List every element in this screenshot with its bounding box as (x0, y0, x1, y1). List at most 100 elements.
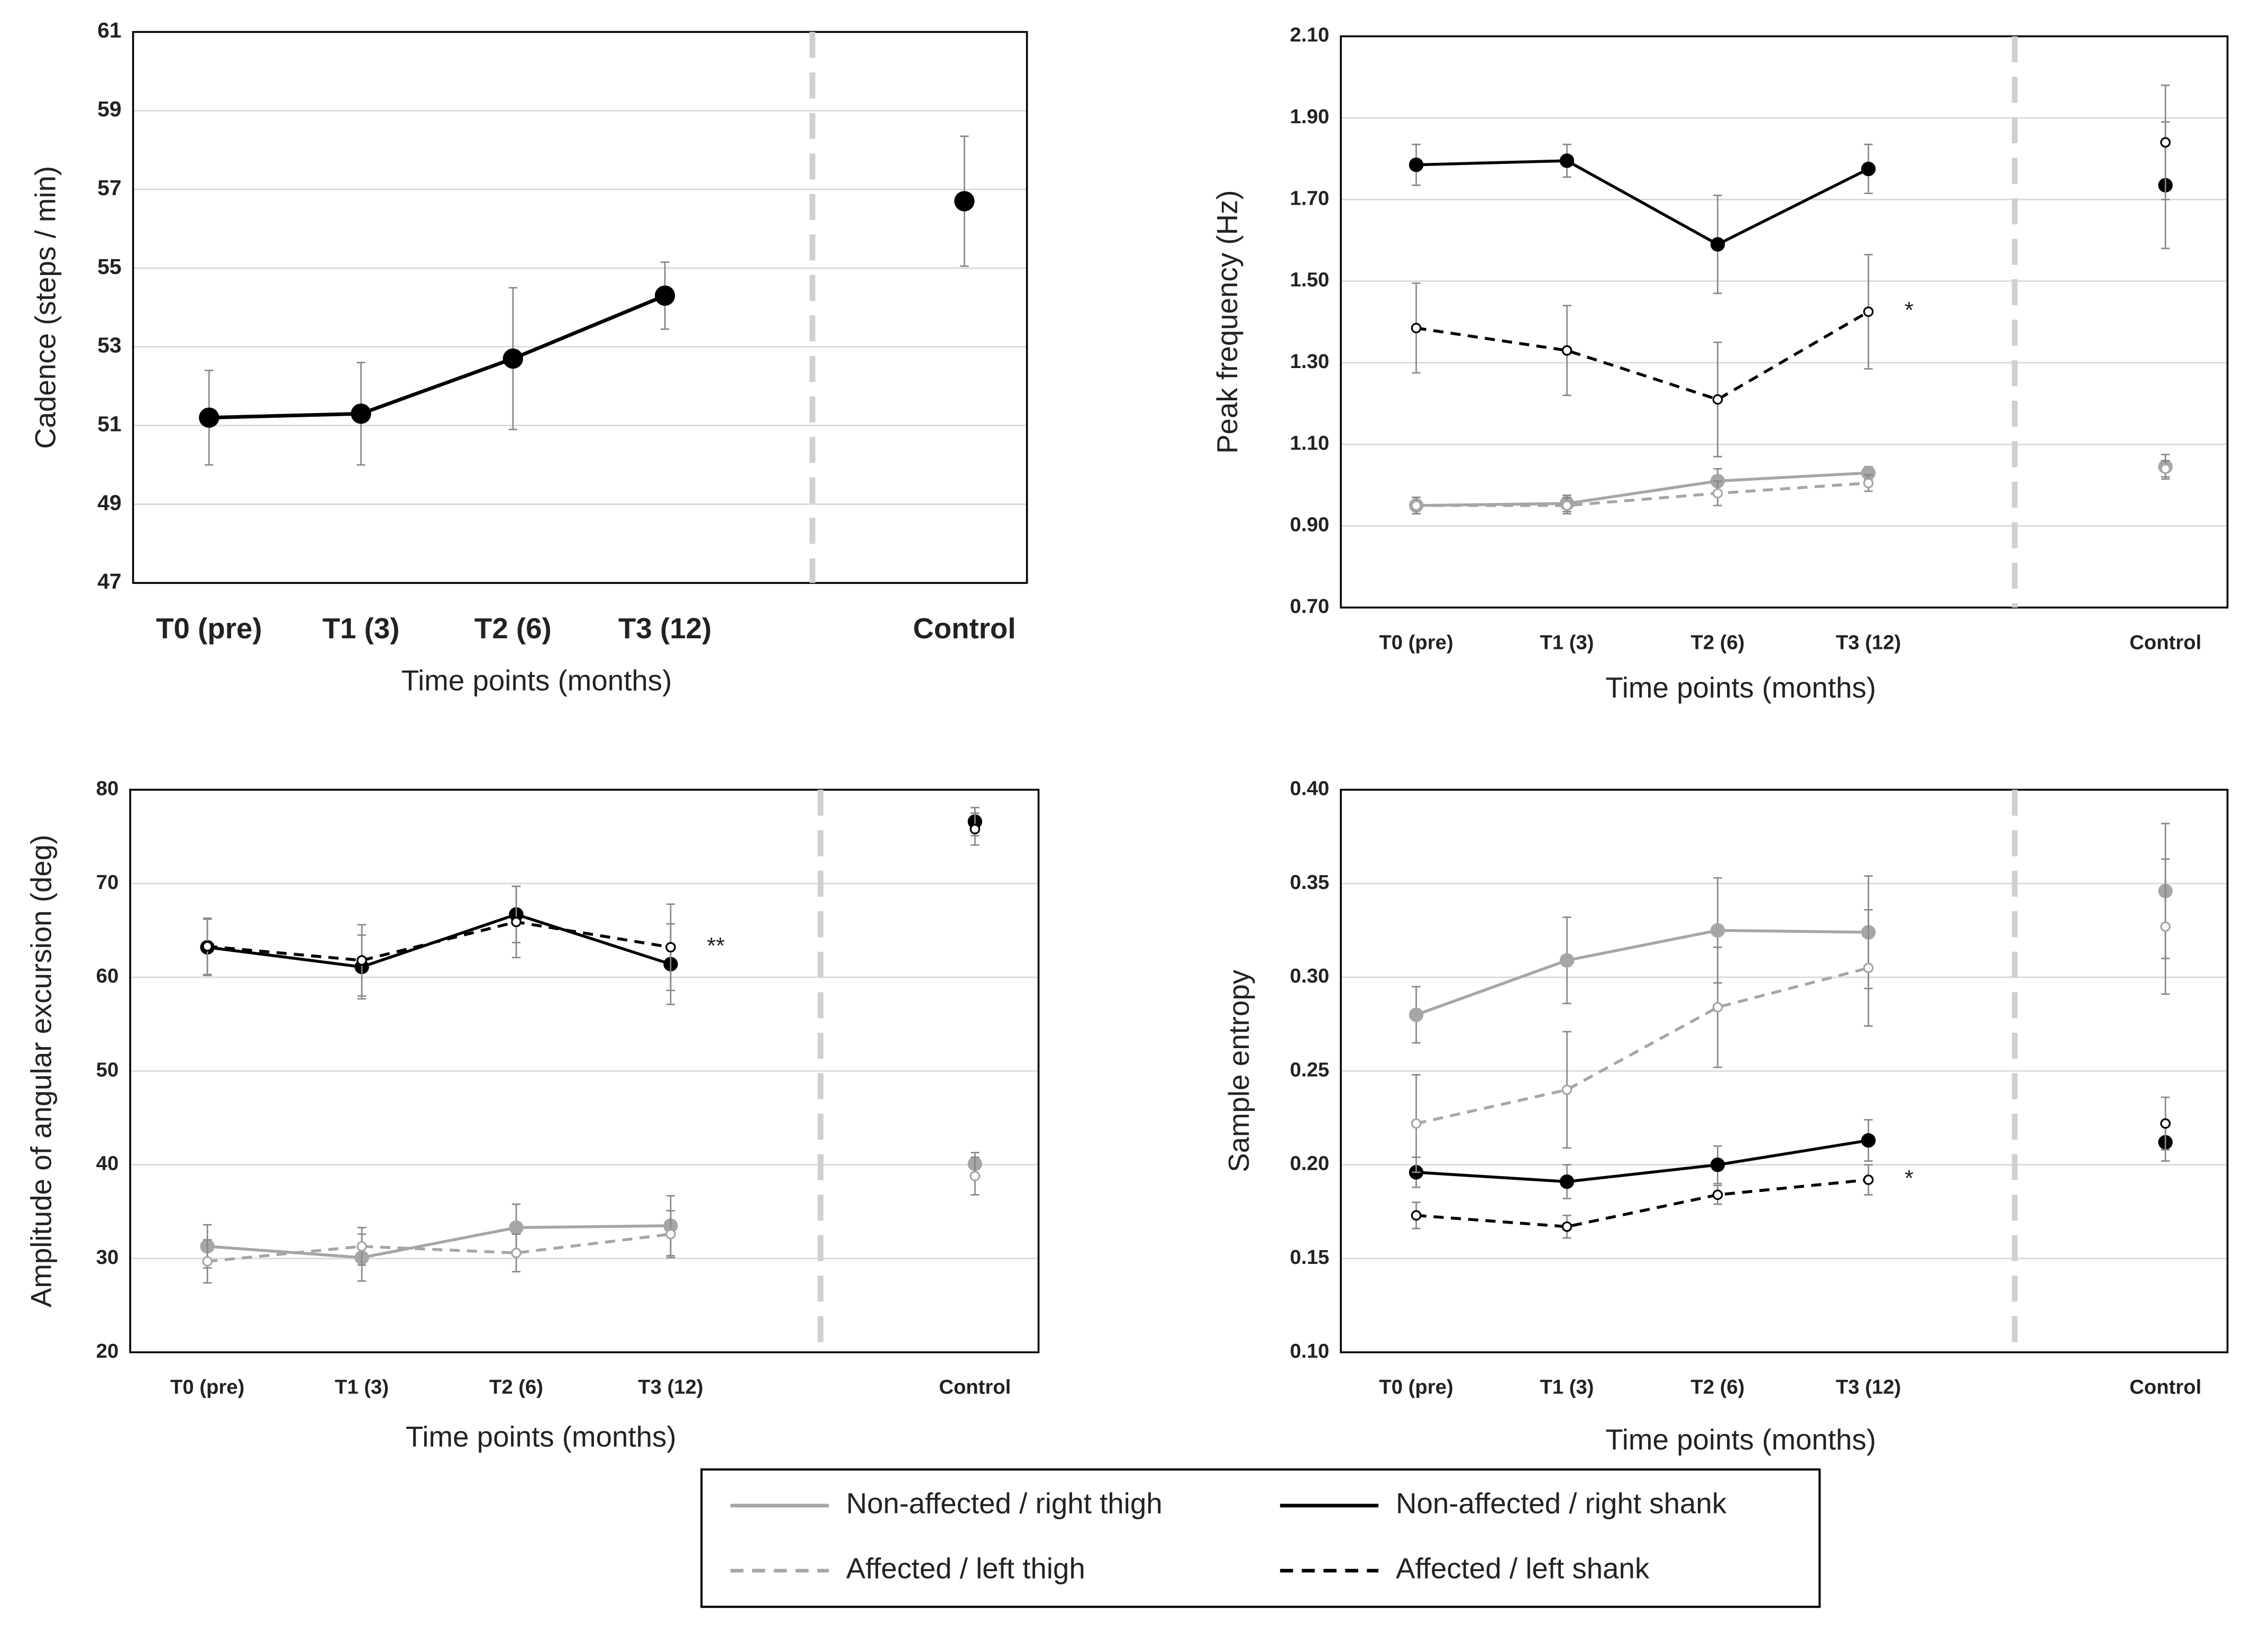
data-point (199, 407, 220, 428)
y-tick-label: 51 (97, 411, 122, 436)
x-axis-title: Time points (months) (401, 664, 672, 696)
y-tick-label: 55 (97, 254, 122, 279)
data-point (1863, 962, 1874, 974)
y-tick-label: 1.30 (1290, 350, 1329, 373)
y-tick-label: 40 (96, 1152, 119, 1175)
y-axis-title: Amplitude of angular excursion (deg) (24, 834, 57, 1307)
y-tick-label: 80 (96, 777, 119, 800)
x-tick-label: T1 (3) (335, 1376, 389, 1399)
plot-frame (1340, 788, 2229, 1353)
chart-panel: 20 30 40 50 60 70 80 T0 (pre) T1 (3) T2 (6) T3 (12… (24, 777, 1040, 1453)
data-point (356, 1241, 367, 1252)
x-tick-label: T2 (6) (1690, 631, 1744, 654)
data-point (655, 285, 675, 306)
data-point (1712, 1002, 1723, 1013)
y-tick-label: 57 (97, 176, 122, 200)
significance-annotation: * (1905, 297, 1914, 323)
y-tick-label: 53 (97, 333, 122, 357)
x-tick-label: T2 (6) (489, 1376, 543, 1399)
x-tick-label: T0 (pre) (170, 1376, 244, 1399)
y-tick-label: 0.15 (1290, 1246, 1329, 1269)
data-point (2160, 463, 2171, 474)
plot-frame (1340, 35, 2229, 609)
significance-annotation: ** (707, 933, 725, 959)
y-tick-label: 0.10 (1290, 1340, 1329, 1362)
data-point (1561, 1221, 1572, 1232)
x-tick-label: Control (913, 612, 1016, 645)
data-point (1561, 345, 1572, 356)
series-line (207, 1224, 671, 1259)
y-tick-label: 61 (97, 18, 122, 42)
data-point (1561, 1084, 1572, 1095)
data-point (1409, 1007, 1424, 1022)
x-tick-label: T2 (6) (474, 612, 552, 645)
x-tick-label: T0 (pre) (1379, 1376, 1453, 1399)
x-tick-label: T3 (12) (618, 612, 711, 645)
plot-frame (129, 788, 1040, 1353)
legend-label: Affected / left shank (1396, 1552, 1650, 1585)
data-point (2160, 137, 2171, 148)
series-line (1416, 1139, 1869, 1184)
y-tick-label: 1.10 (1290, 432, 1329, 454)
data-point (1712, 1189, 1723, 1200)
data-point (970, 824, 981, 834)
data-point (1712, 488, 1723, 499)
y-tick-label: 30 (96, 1246, 119, 1269)
x-tick-label: Control (2129, 1376, 2201, 1399)
y-tick-label: 0.70 (1290, 595, 1329, 618)
legend-box (700, 1468, 1821, 1608)
data-point (970, 1171, 981, 1181)
y-axis-title: Peak frequency (Hz) (1211, 190, 1243, 454)
y-tick-label: 70 (96, 871, 119, 894)
series-line (1416, 159, 1869, 246)
data-point (502, 348, 524, 369)
data-point (351, 403, 371, 424)
data-point (1411, 1210, 1422, 1221)
x-tick-label: T0 (pre) (1379, 631, 1453, 654)
series-line (1416, 310, 1869, 401)
legend-label: Non-affected / right shank (1396, 1487, 1727, 1520)
data-point (1559, 953, 1575, 968)
y-axis-title: Cadence (steps / min) (29, 166, 62, 449)
plot-frame (132, 31, 1028, 584)
data-point (1411, 500, 1422, 511)
series-line (1416, 481, 1869, 507)
x-tick-label: T3 (12) (1836, 631, 1901, 654)
x-tick-label: T0 (pre) (156, 612, 262, 645)
chart-panel: 0.70 0.90 1.10 1.30 1.50 1.70 1.90 2.10 T0 (pre)… (1211, 24, 2229, 704)
y-tick-label: 1.70 (1290, 187, 1329, 209)
data-point (1861, 161, 1876, 177)
x-tick-label: T1 (3) (1540, 631, 1594, 654)
legend-label: Non-affected / right thigh (846, 1487, 1163, 1520)
y-tick-label: 0.90 (1290, 513, 1329, 536)
y-tick-label: 0.20 (1290, 1152, 1329, 1175)
data-point (2160, 921, 2171, 932)
significance-annotation: * (1905, 1166, 1914, 1191)
y-tick-label: 49 (97, 490, 122, 515)
y-tick-label: 59 (97, 97, 122, 121)
series-line (207, 920, 671, 962)
data-point (2160, 1118, 2171, 1129)
x-tick-label: T1 (3) (1540, 1376, 1594, 1399)
data-point (665, 942, 676, 953)
y-tick-label: 0.35 (1290, 871, 1329, 894)
data-point (1559, 153, 1575, 168)
data-point (1409, 158, 1424, 172)
y-tick-label: 2.10 (1290, 24, 1329, 47)
data-point (1710, 1157, 1725, 1172)
y-tick-label: 20 (96, 1340, 119, 1362)
data-point (356, 955, 367, 966)
x-tick-label: Control (2129, 631, 2201, 654)
series-line (1415, 966, 1869, 1125)
data-point (1863, 478, 1874, 489)
y-tick-label: 0.30 (1290, 965, 1329, 987)
x-axis-title: Time points (months) (1605, 671, 1876, 704)
series-line (207, 1233, 671, 1263)
data-point (1710, 237, 1725, 252)
data-point (1863, 306, 1874, 317)
x-tick-label: T2 (6) (1690, 1376, 1744, 1399)
data-point (1559, 1174, 1575, 1189)
